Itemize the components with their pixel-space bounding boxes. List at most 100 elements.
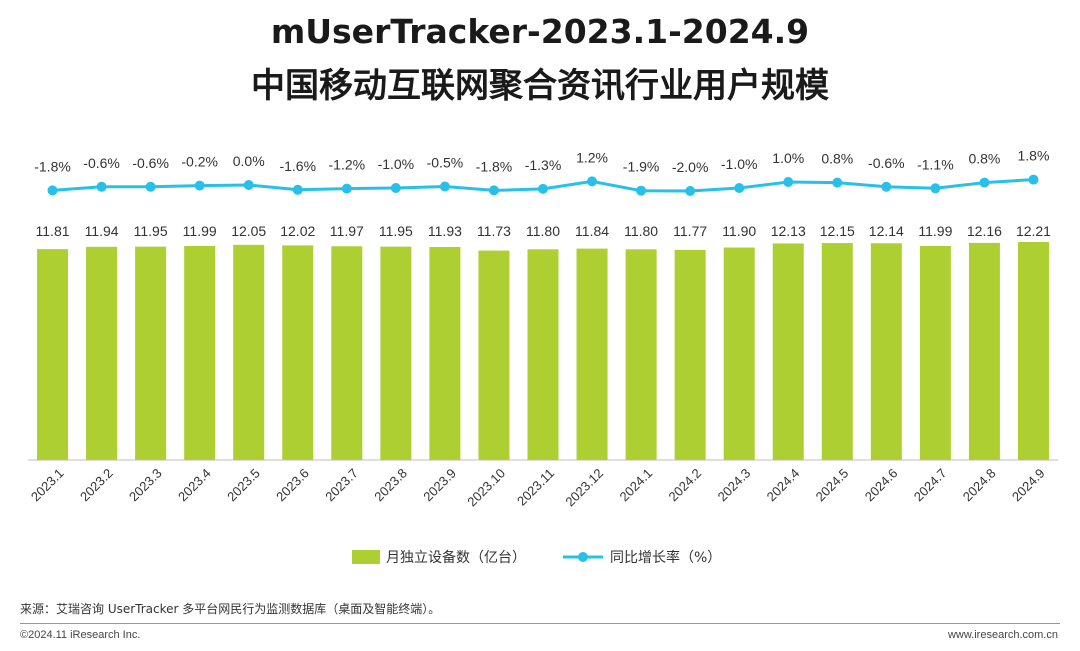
bar	[86, 246, 118, 460]
growth-point	[685, 186, 696, 196]
chart-title: mUserTracker-2023.1-2024.9	[270, 12, 810, 51]
bar	[1017, 242, 1049, 460]
growth-point	[439, 181, 450, 192]
bar	[919, 245, 951, 460]
growth-label: 1.2%	[576, 149, 608, 165]
bar-value-label: 11.95	[134, 223, 168, 239]
growth-point	[881, 181, 892, 192]
bar-value-label: 11.99	[183, 223, 217, 239]
bar-value-label: 11.95	[379, 223, 413, 239]
growth-label: -1.0%	[721, 156, 758, 172]
bar	[576, 248, 608, 460]
growth-label: -0.5%	[427, 155, 464, 171]
growth-label: -0.2%	[181, 154, 218, 170]
bar-value-label: 11.80	[624, 223, 658, 239]
bar	[821, 243, 853, 460]
bar-value-label: 11.77	[673, 223, 707, 239]
bar-value-label: 11.90	[722, 223, 756, 239]
x-tick-label: 2023.7	[322, 466, 361, 505]
x-tick-label: 2024.1	[616, 466, 655, 505]
growth-label: -1.2%	[329, 157, 366, 173]
bar-value-label: 12.16	[967, 223, 1002, 239]
x-tick-label: 2023.12	[562, 466, 606, 510]
x-tick-label: 2023.2	[77, 466, 116, 505]
bar-value-label: 12.02	[280, 223, 315, 239]
x-tick-label: 2024.6	[862, 466, 901, 505]
x-tick-label: 2023.3	[126, 466, 165, 505]
growth-label: -1.9%	[623, 159, 660, 175]
growth-point	[341, 183, 352, 194]
growth-point	[390, 183, 401, 193]
growth-label: 1.8%	[1018, 148, 1050, 164]
x-tick-label: 2024.4	[764, 466, 803, 505]
x-tick-label: 2024.3	[715, 466, 754, 505]
legend-bar-swatch	[352, 550, 380, 564]
growth-label: -1.0%	[378, 156, 415, 172]
x-tick-label: 2023.11	[514, 466, 557, 509]
x-tick-label: 2024.5	[813, 466, 852, 505]
bar	[331, 246, 363, 460]
x-tick-label: 2024.8	[960, 466, 999, 505]
bar	[527, 249, 559, 460]
growth-point	[832, 177, 843, 188]
bar	[429, 246, 461, 460]
x-tick-label: 2023.5	[224, 466, 263, 505]
growth-label: -1.1%	[917, 156, 954, 172]
growth-point	[194, 180, 205, 191]
growth-point	[1028, 174, 1039, 185]
legend-line-marker	[578, 552, 588, 562]
bar	[968, 242, 1000, 460]
growth-point	[292, 184, 303, 195]
growth-point	[734, 183, 745, 193]
bar	[625, 249, 657, 460]
bar-value-label: 11.93	[428, 223, 462, 239]
growth-label: -0.6%	[132, 155, 169, 171]
growth-label: 0.8%	[821, 151, 853, 167]
growth-point	[243, 180, 254, 190]
bar-value-label: 11.94	[85, 223, 119, 239]
growth-point	[538, 183, 548, 194]
source-note: 来源：艾瑞咨询 UserTracker 多平台网民行为监测数据库（桌面及智能终端…	[20, 602, 441, 616]
growth-label: -2.0%	[672, 159, 709, 175]
growth-label: -1.8%	[476, 158, 513, 174]
website-link[interactable]: www.iresearch.com.cn	[947, 629, 1058, 641]
x-tick-label: 2024.9	[1009, 466, 1048, 505]
bar	[772, 243, 804, 460]
growth-label: 1.0%	[772, 150, 804, 166]
growth-point	[96, 181, 107, 192]
bar-value-label: 11.84	[575, 223, 609, 239]
chart-canvas: 11.81 2023.1 11.94 2023.2 11.95 2023.3 11.99 20…	[28, 148, 1058, 566]
bar-value-label: 12.15	[820, 223, 855, 239]
x-tick-label: 2023.8	[371, 466, 410, 505]
bar	[380, 246, 412, 460]
bar-value-label: 12.13	[771, 223, 806, 239]
bar	[723, 247, 755, 460]
growth-point	[145, 181, 156, 192]
growth-point	[587, 176, 598, 187]
bar-value-label: 11.73	[477, 223, 511, 239]
bar	[478, 250, 510, 460]
bar-value-label: 11.97	[330, 223, 364, 239]
growth-label: -0.6%	[83, 155, 120, 171]
growth-point	[488, 185, 499, 196]
x-tick-label: 2024.7	[911, 466, 950, 505]
growth-label: -1.8%	[34, 158, 71, 174]
growth-label: 0.0%	[233, 153, 265, 169]
bar-value-label: 11.80	[526, 223, 560, 239]
bar	[674, 249, 706, 460]
growth-point	[979, 177, 990, 188]
bar	[233, 244, 265, 460]
legend-line-label: 同比增长率（%）	[610, 549, 721, 566]
growth-label: 0.8%	[968, 151, 1000, 167]
growth-label: -1.6%	[279, 158, 316, 174]
x-tick-label: 2024.2	[666, 466, 705, 505]
bar	[870, 243, 902, 460]
growth-label: -0.6%	[868, 155, 905, 171]
bar	[37, 249, 69, 460]
x-tick-label: 2023.9	[420, 466, 459, 505]
bar-value-label: 11.81	[36, 223, 70, 239]
bar-value-label: 11.99	[918, 223, 952, 239]
copyright: ©2024.11 iResearch Inc.	[20, 629, 141, 641]
growth-point	[930, 183, 941, 194]
x-tick-label: 2023.6	[273, 466, 312, 505]
